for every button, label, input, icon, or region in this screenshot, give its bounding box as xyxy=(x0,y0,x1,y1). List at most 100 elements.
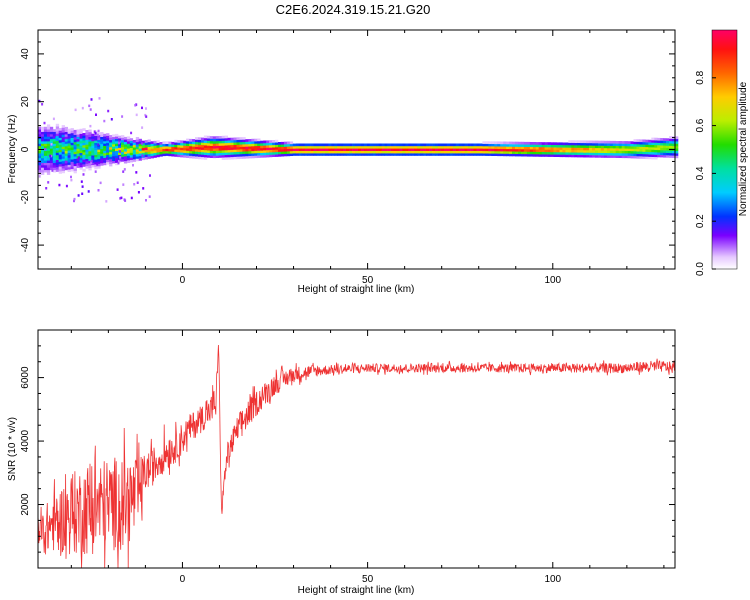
heatmap-cell xyxy=(242,151,246,154)
heatmap-cell xyxy=(94,145,98,148)
figure-title: C2E6.2024.319.15.21.G20 xyxy=(276,2,431,17)
heatmap-cell xyxy=(440,148,445,151)
heatmap-cell xyxy=(675,136,679,140)
heatmap-cell xyxy=(568,140,572,143)
heatmap-cell xyxy=(73,199,75,203)
heatmap-cell xyxy=(58,137,62,141)
heatmap-cell xyxy=(242,139,246,143)
heatmap-cell xyxy=(198,151,202,155)
heatmap-cell xyxy=(76,136,80,140)
heatmap-cell xyxy=(393,153,397,156)
heatmap-cell xyxy=(657,145,661,148)
heatmap-cell xyxy=(82,142,86,146)
heatmap-cell xyxy=(91,133,95,137)
heatmap-cell xyxy=(52,131,57,135)
heatmap-cell xyxy=(122,170,125,173)
heatmap-cell xyxy=(467,145,471,149)
heatmap-cell xyxy=(106,142,110,146)
heatmap-cell xyxy=(423,153,427,156)
heatmap-cell xyxy=(405,143,409,147)
heatmap-cell xyxy=(580,142,584,146)
heatmap-cell xyxy=(100,132,104,135)
heatmap-cell xyxy=(126,157,131,161)
heatmap-cell xyxy=(88,137,91,140)
heatmap-cell xyxy=(518,148,522,152)
heatmap-cell xyxy=(669,152,673,156)
heatmap-cell xyxy=(239,153,243,157)
heatmap-cell xyxy=(535,144,539,148)
heatmap-cell xyxy=(669,138,673,142)
heatmap-cell xyxy=(106,154,110,158)
heatmap-cell xyxy=(562,142,566,146)
heatmap-xlabel: Height of straight line (km) xyxy=(298,284,415,295)
heatmap-cell xyxy=(91,138,95,142)
heatmap-cell xyxy=(192,148,196,152)
heatmap-cell xyxy=(476,143,480,147)
heatmap-cell xyxy=(153,143,157,146)
heatmap-cell xyxy=(550,144,554,148)
heatmap-cell xyxy=(105,200,108,203)
heatmap-cell xyxy=(195,153,199,157)
heatmap-cell xyxy=(70,142,74,146)
heatmap-cell xyxy=(592,154,596,158)
heatmap-cell xyxy=(503,153,507,157)
heatmap-cell xyxy=(529,142,534,145)
colorbar: 0.00.20.40.60.8 Normalized spectral ampl… xyxy=(695,29,749,276)
heatmap-cell xyxy=(440,153,445,156)
heatmap-cell xyxy=(61,139,65,143)
heatmap-cell xyxy=(46,141,51,144)
heatmap-cell xyxy=(568,145,572,148)
heatmap-cell xyxy=(310,148,314,151)
heatmap-cell xyxy=(520,146,525,150)
heatmap-cell xyxy=(85,161,89,164)
heatmap-cell xyxy=(509,144,513,147)
heatmap-cell xyxy=(55,147,60,151)
heatmap-cell xyxy=(51,169,54,172)
heatmap-cell xyxy=(393,150,397,154)
heatmap-cell xyxy=(503,148,507,152)
heatmap-cell xyxy=(263,152,267,156)
heatmap-cell xyxy=(135,153,140,157)
heatmap-cell xyxy=(192,153,196,157)
heatmap-cell xyxy=(221,152,225,156)
heatmap-cell xyxy=(121,154,125,157)
heatmap-cell xyxy=(91,136,95,139)
heatmap-cell xyxy=(512,146,516,150)
heatmap-cell xyxy=(70,137,74,141)
heatmap-cell xyxy=(467,143,471,147)
heatmap-cell xyxy=(73,165,77,169)
heatmap-cell xyxy=(233,144,237,148)
heatmap-cell xyxy=(121,142,125,145)
heatmap-cell xyxy=(88,134,92,137)
heatmap-cell xyxy=(485,141,489,144)
heatmap-cell xyxy=(636,156,640,159)
heatmap-cell xyxy=(88,146,92,149)
heatmap-cell xyxy=(529,144,534,147)
heatmap-cell xyxy=(366,150,371,154)
heatmap-cell xyxy=(67,169,71,172)
heatmap-cell xyxy=(132,156,137,160)
heatmap-cell xyxy=(571,142,575,146)
heatmap-cell xyxy=(515,148,519,152)
heatmap-cell xyxy=(55,138,60,141)
heatmap-cell xyxy=(218,136,222,139)
heatmap-cell xyxy=(221,154,225,158)
heatmap-cell xyxy=(61,125,65,128)
heatmap-cell xyxy=(266,152,270,155)
heatmap-cell xyxy=(242,148,246,152)
heatmap-cell xyxy=(38,153,42,156)
heatmap-cell xyxy=(67,138,71,141)
heatmap-cell xyxy=(58,156,62,160)
heatmap-cell xyxy=(115,160,119,163)
heatmap-cell xyxy=(657,154,661,158)
heatmap-cell xyxy=(473,145,477,149)
heatmap-cell xyxy=(43,126,48,130)
heatmap-cell xyxy=(286,143,291,147)
heatmap-cell xyxy=(121,144,125,148)
heatmap-cell xyxy=(85,163,89,167)
heatmap-cell xyxy=(479,143,483,147)
heatmap-cell xyxy=(242,146,246,150)
heatmap-cell xyxy=(195,141,199,145)
heatmap-cell xyxy=(203,140,208,143)
heatmap-cell xyxy=(126,145,131,149)
